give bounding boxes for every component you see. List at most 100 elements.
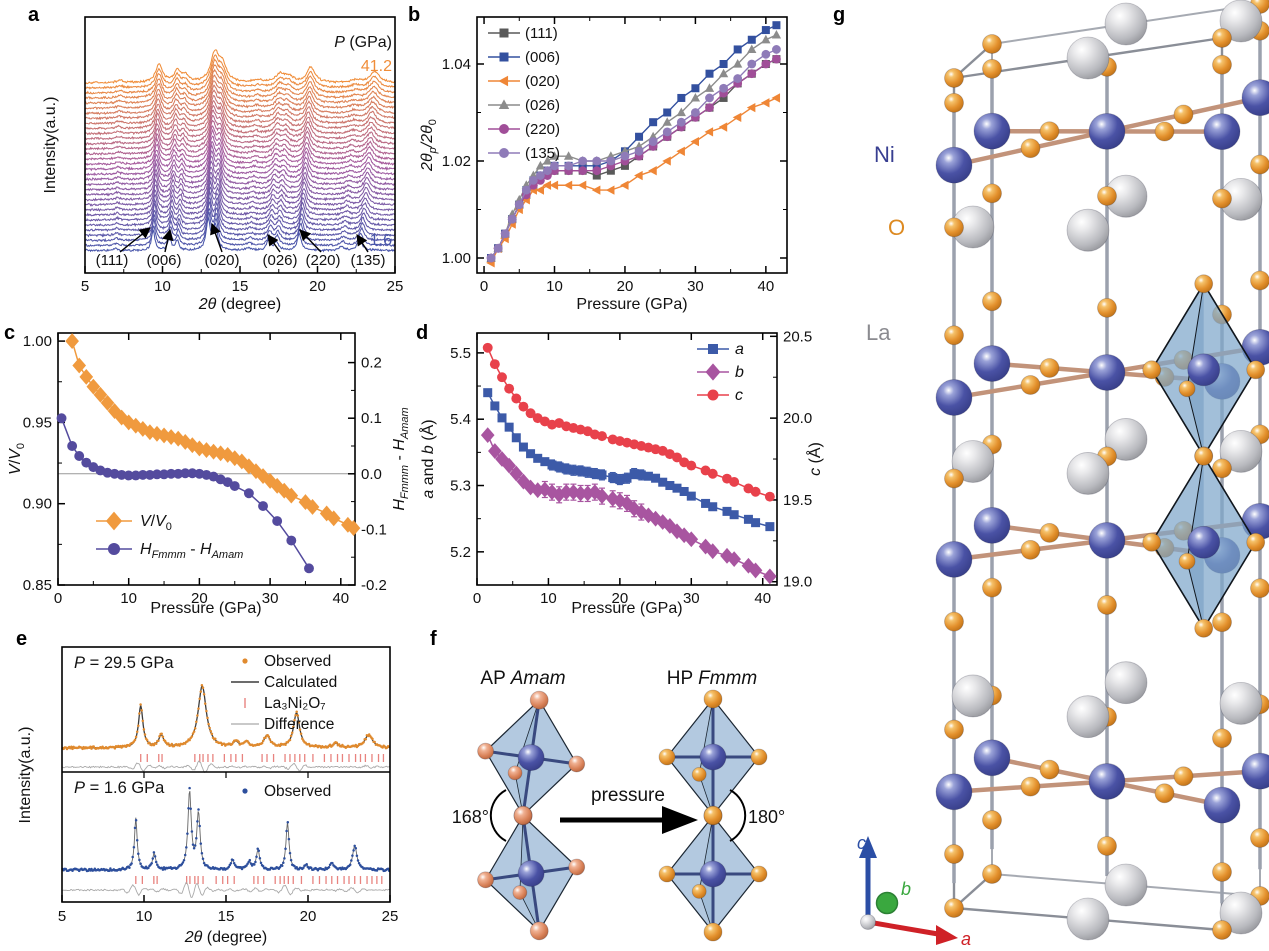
o-atom [529,690,549,710]
pressure-condition-label: P = 29.5 GPa [74,654,174,672]
y-tick-label: -0.1 [361,521,387,538]
observed-point [198,697,201,701]
xrd-curve [84,54,395,90]
observed-point [367,733,371,736]
legend-item: (020) [488,73,560,90]
data-marker [549,180,559,190]
data-marker [107,403,122,419]
data-marker [763,568,777,585]
data-marker [597,431,607,442]
data-marker [65,333,79,350]
data-marker [765,522,775,532]
hkl-peak-label: (020) [204,252,239,269]
observed-point [206,716,209,720]
data-marker [277,482,292,499]
data-marker [590,469,600,479]
data-marker [747,44,757,54]
observed-point [293,864,296,868]
observed-point [240,867,244,871]
legend-label: (026) [525,97,560,114]
observed-point [200,852,204,855]
legend-marker [242,788,248,794]
data-marker [747,59,757,69]
series [482,342,775,502]
data-marker [761,34,771,44]
o-atom [982,577,1002,598]
data-marker [326,510,341,527]
panel-g-structure: Ni O La c b a [857,0,1269,949]
data-marker [722,506,732,516]
y-axis-label: Intensity(a.u.) [17,727,34,824]
la-atom [1066,208,1110,252]
xrd-curve [85,171,396,207]
legend-label: b [735,364,744,381]
data-marker [137,469,148,480]
x-tick-label: 10 [540,590,557,607]
data-marker [686,491,696,501]
observed-point [197,808,200,811]
legend-label: HFmmm - HAmam [140,541,243,561]
data-marker [286,535,297,546]
observed-point [327,865,331,869]
legend-marker [708,344,718,354]
pressure-arrowhead-icon [662,806,698,834]
data-marker [144,469,155,480]
data-marker [578,161,587,170]
panel-a-chart: 5 10 15 20 25 2θ (degree) Intensity(a.u.) P (GP… [42,16,403,313]
data-marker [743,514,753,524]
legend-marker [498,99,510,110]
o-atom [982,291,1002,312]
data-marker [750,486,761,497]
xrd-curve [84,58,396,95]
observed-point [139,703,142,706]
observed-point [237,740,240,744]
observed-point [134,735,138,739]
o-atom [1250,828,1269,848]
observed-point [191,732,195,735]
data-marker [93,386,108,403]
data-marker [561,464,571,474]
right-angle-label: 180° [748,807,785,827]
legend-label: Observed [264,783,331,800]
observed-point [364,738,368,741]
data-marker [578,156,588,166]
observed-point [302,866,305,870]
observed-point [191,843,195,846]
difference-curve [61,760,390,774]
y-axis-label: 2θp/2θ0 [419,119,439,172]
xrd-curve [84,155,396,192]
data-marker [319,505,334,522]
right-structure-title: HP Fmmm [667,668,757,689]
panel-b-chart: 0 10 20 30 40 1.00 1.02 1.04 (111) (006) (020) (026… [419,16,788,313]
observed-point [133,826,137,830]
observed-point [258,857,262,860]
o-atom [982,864,1002,884]
xrd-curve [84,143,396,182]
y-tick-label: 5.4 [450,411,471,428]
data-marker [690,92,701,102]
data-marker [761,59,771,69]
series [483,388,775,532]
o-atom [750,865,768,883]
observed-point [188,786,191,790]
observed-point [289,858,293,862]
data-marker [676,117,686,127]
data-marker [67,441,78,451]
data-marker [577,180,587,190]
o-atom [1173,104,1194,125]
peak-arrow [267,234,281,253]
data-marker [81,457,92,468]
o-atom [1020,539,1041,560]
data-marker [677,93,686,102]
x-tick-label: 15 [232,278,249,295]
observed-point [132,845,136,849]
data-marker [679,486,689,496]
o-atom [982,810,1002,830]
ni-atom [1241,752,1269,790]
nio6-octahedron [1142,446,1266,638]
observed-point [245,864,248,867]
observed-point [152,851,156,854]
peak-arrow [119,227,151,253]
